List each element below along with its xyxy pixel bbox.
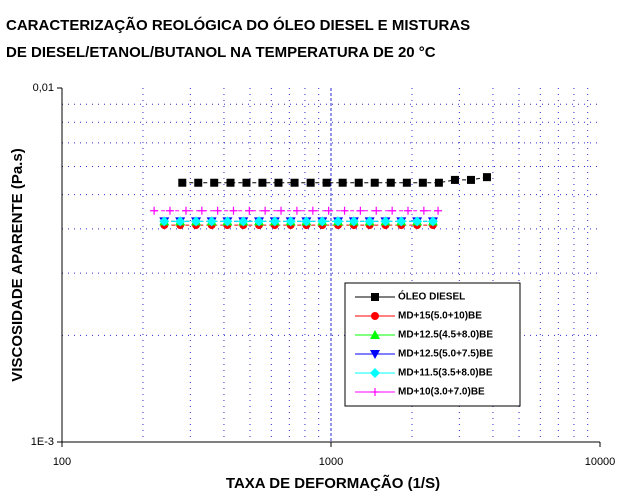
marker bbox=[306, 178, 315, 187]
marker bbox=[388, 206, 397, 215]
marker bbox=[229, 206, 238, 215]
marker bbox=[191, 216, 202, 227]
marker bbox=[338, 178, 347, 187]
legend-label: MD+15(5.0+10)BE bbox=[398, 311, 482, 322]
legend-label: ÓLEO DIESEL bbox=[398, 290, 465, 303]
marker bbox=[242, 178, 251, 187]
x-axis-label: TAXA DE DEFORMAÇÃO (1/S) bbox=[226, 474, 440, 492]
marker bbox=[372, 206, 381, 215]
legend-box bbox=[344, 282, 521, 407]
marker bbox=[165, 206, 174, 215]
marker bbox=[340, 206, 349, 215]
x-tick-label: 1000 bbox=[319, 456, 343, 468]
marker bbox=[434, 206, 443, 215]
marker bbox=[370, 178, 379, 187]
marker bbox=[150, 206, 159, 215]
marker bbox=[285, 216, 296, 227]
marker bbox=[254, 216, 265, 227]
legend-label: MD+10(3.0+7.0)BE bbox=[398, 387, 485, 398]
marker bbox=[197, 206, 206, 215]
marker bbox=[269, 216, 280, 227]
marker bbox=[482, 173, 491, 182]
y-tick-label: 1E-3 bbox=[31, 436, 54, 448]
marker bbox=[206, 216, 217, 227]
marker bbox=[210, 178, 219, 187]
marker bbox=[317, 216, 328, 227]
marker bbox=[261, 206, 270, 215]
legend-label: MD+11.5(3.5+8.0)BE bbox=[398, 368, 493, 379]
marker bbox=[277, 206, 286, 215]
marker bbox=[380, 216, 391, 227]
marker bbox=[364, 216, 375, 227]
legend-label: MD+12.5(4.5+8.0)BE bbox=[398, 330, 493, 341]
marker bbox=[450, 175, 459, 184]
marker bbox=[412, 216, 423, 227]
marker bbox=[258, 178, 267, 187]
marker bbox=[370, 330, 380, 339]
marker bbox=[290, 178, 299, 187]
marker bbox=[292, 206, 301, 215]
marker bbox=[396, 216, 407, 227]
marker bbox=[419, 206, 428, 215]
marker bbox=[222, 216, 233, 227]
marker bbox=[322, 178, 331, 187]
marker bbox=[371, 388, 379, 396]
marker bbox=[348, 216, 359, 227]
marker bbox=[245, 206, 254, 215]
marker bbox=[354, 178, 363, 187]
marker bbox=[418, 178, 427, 187]
marker bbox=[226, 178, 235, 187]
marker bbox=[175, 216, 186, 227]
marker bbox=[356, 206, 365, 215]
marker bbox=[194, 178, 203, 187]
marker bbox=[159, 216, 170, 227]
marker bbox=[370, 350, 380, 359]
marker bbox=[427, 216, 438, 227]
legend-label: MD+12.5(5.0+7.5)BE bbox=[398, 349, 493, 360]
x-tick-label: 100 bbox=[53, 456, 71, 468]
marker bbox=[238, 216, 249, 227]
x-tick-label: 10000 bbox=[585, 456, 616, 468]
marker bbox=[370, 368, 380, 378]
marker bbox=[402, 178, 411, 187]
y-axis-label: VISCOSIDADE APARENTE (Pa.s) bbox=[9, 148, 26, 381]
marker bbox=[466, 175, 475, 184]
chart-title: DE DIESEL/ETANOL/BUTANOL NA TEMPERATURA … bbox=[6, 44, 436, 61]
marker bbox=[324, 206, 333, 215]
y-tick-label: 0,01 bbox=[33, 82, 54, 94]
marker bbox=[213, 206, 222, 215]
marker bbox=[403, 206, 412, 215]
marker bbox=[333, 216, 344, 227]
chart-title: CARACTERIZAÇÃO REOLÓGICA DO ÓLEO DIESEL … bbox=[6, 16, 470, 34]
marker bbox=[308, 206, 317, 215]
marker bbox=[178, 178, 187, 187]
marker bbox=[274, 178, 283, 187]
marker bbox=[181, 206, 190, 215]
marker bbox=[386, 178, 395, 187]
marker bbox=[371, 293, 379, 301]
marker bbox=[371, 312, 379, 320]
marker bbox=[301, 216, 312, 227]
marker bbox=[434, 178, 443, 187]
